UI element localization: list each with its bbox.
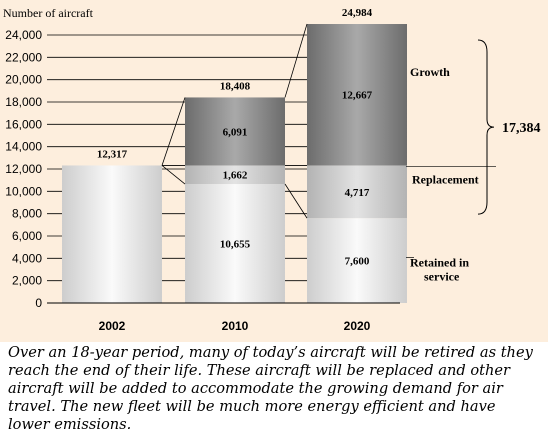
brace-total-label: 17,384 — [502, 121, 541, 136]
y-tick-label: 14,000 — [5, 140, 42, 154]
bar-value-label: 1,662 — [223, 170, 248, 182]
y-tick-label: 22,000 — [5, 50, 42, 64]
bar-total-label: 24,984 — [342, 7, 373, 19]
bar-segment — [307, 24, 407, 166]
bar-total-label: 12,317 — [97, 148, 128, 160]
bar-segment — [185, 97, 285, 166]
bar-segment — [185, 184, 285, 303]
bar-segment — [62, 165, 162, 303]
bar-segment — [307, 165, 407, 219]
series-label-retained: Retained in service — [410, 256, 469, 284]
y-tick-label: 4,000 — [12, 251, 42, 265]
y-tick-label: 6,000 — [12, 229, 42, 243]
x-tick-label: 2002 — [99, 319, 126, 333]
connector-line — [284, 23, 308, 98]
bar-value-label: 6,091 — [223, 126, 248, 138]
bar-segment — [307, 218, 407, 303]
y-tick-label: 12,000 — [5, 162, 42, 176]
series-label-replacement: Replacement — [412, 172, 479, 186]
bar-value-label: 4,717 — [345, 187, 370, 199]
connector-line — [161, 165, 186, 185]
series-label-growth: Growth — [410, 65, 450, 79]
y-axis-title: Number of aircraft — [3, 6, 94, 20]
bar-value-label: 10,655 — [220, 239, 251, 251]
chart-caption: Over an 18-year period, many of today’s … — [8, 344, 533, 433]
y-tick-label: 24,000 — [5, 28, 42, 42]
y-tick-label: 2,000 — [12, 274, 42, 288]
bar-value-label: 12,667 — [342, 90, 373, 102]
y-tick-label: 16,000 — [5, 117, 42, 131]
bar-segment — [185, 165, 285, 185]
y-tick-label: 8,000 — [12, 207, 42, 221]
x-tick-label: 2020 — [344, 319, 371, 333]
bar-total-label: 18,408 — [220, 80, 251, 92]
y-tick-label: 0 — [35, 296, 42, 310]
y-tick-label: 18,000 — [5, 95, 42, 109]
y-tick-label: 10,000 — [5, 184, 42, 198]
aircraft-fleet-chart: Number of aircraft 0 2,000 4,000 6,000 8,000 1… — [3, 6, 541, 333]
brace — [477, 39, 495, 215]
bar-value-label: 7,600 — [345, 256, 370, 268]
x-tick-label: 2010 — [222, 319, 249, 333]
connector-line — [161, 97, 186, 166]
y-tick-label: 20,000 — [5, 73, 42, 87]
connector-line — [284, 183, 308, 219]
